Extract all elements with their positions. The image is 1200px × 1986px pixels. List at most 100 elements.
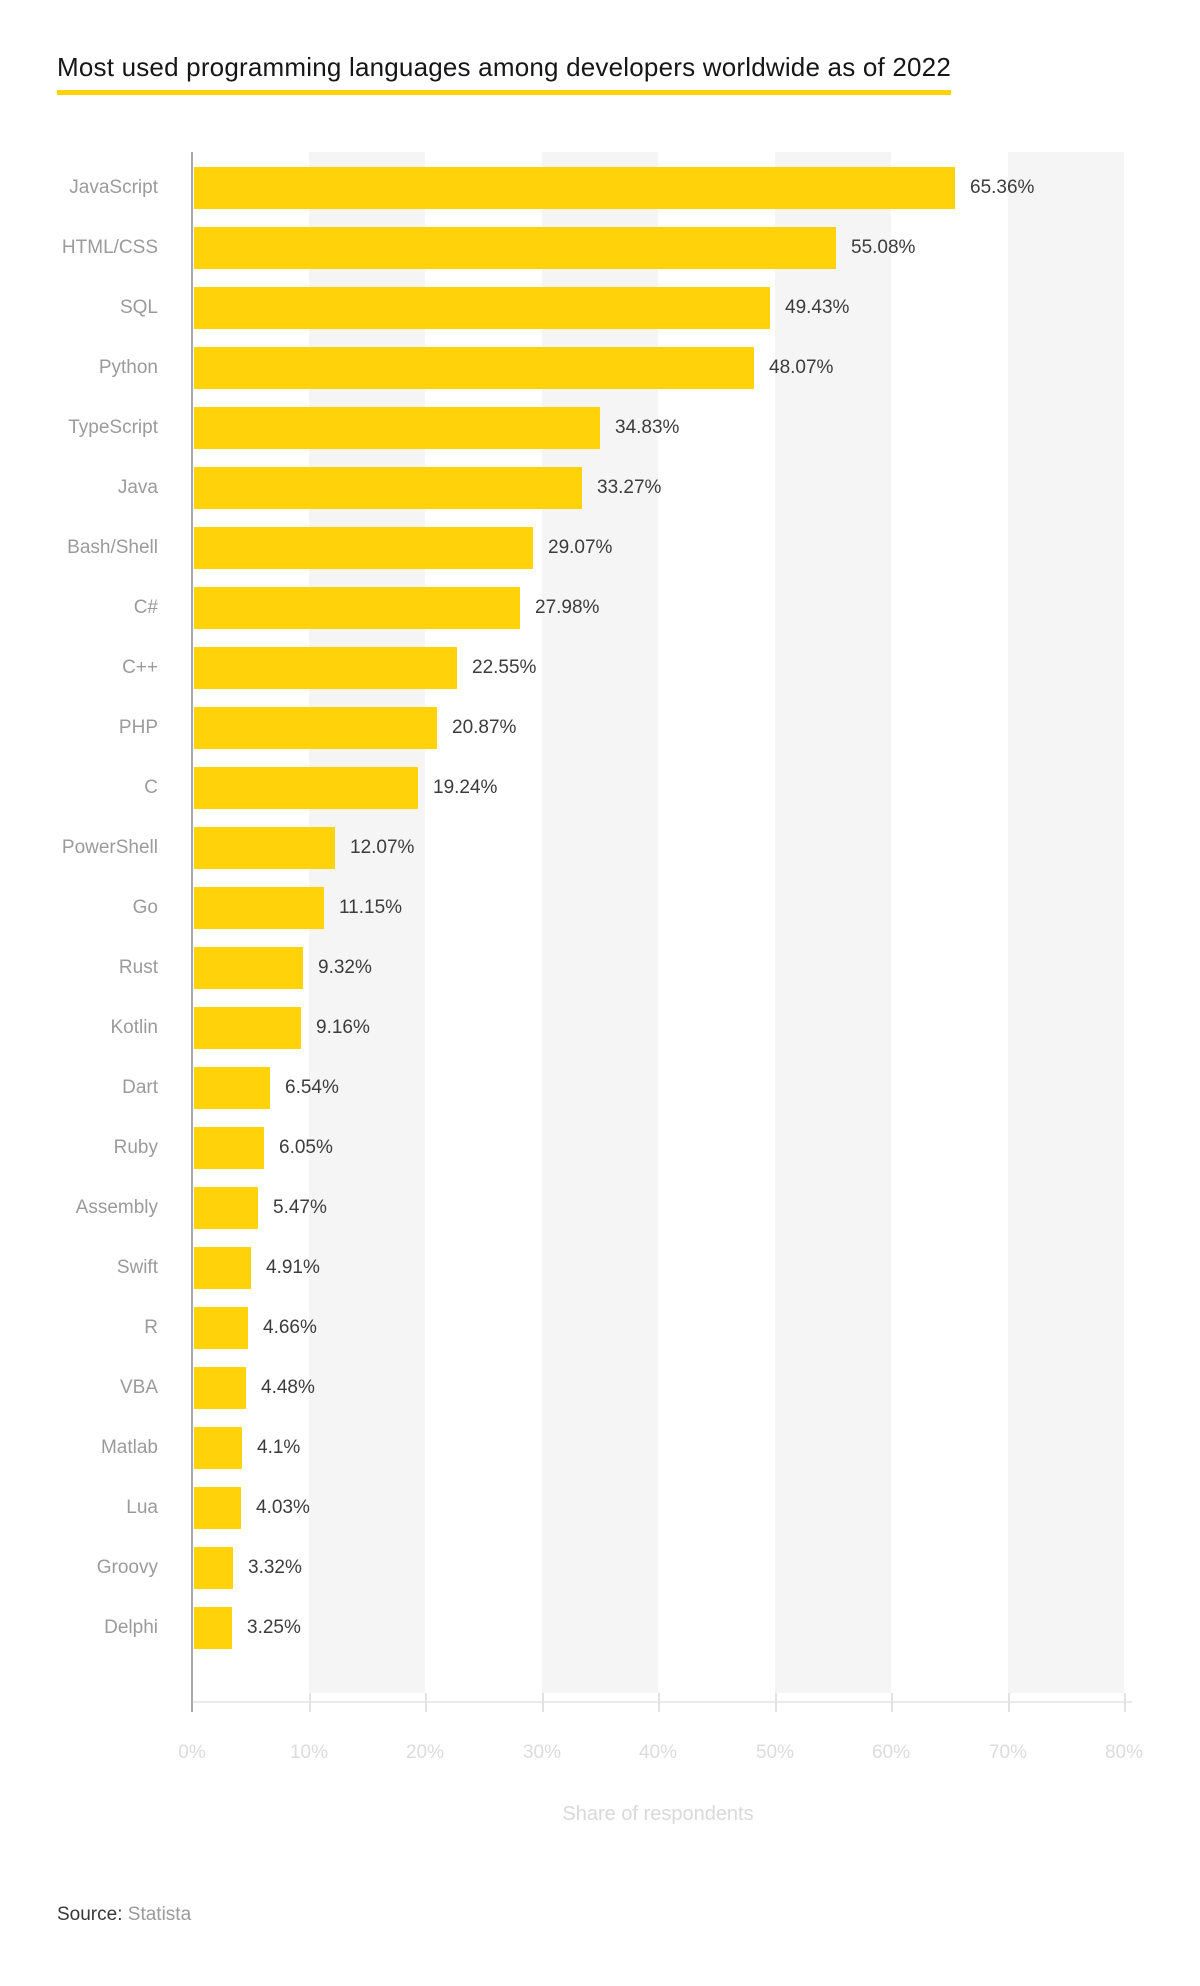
- x-axis-tick-label: 50%: [755, 1742, 795, 1763]
- bar: [194, 1187, 258, 1229]
- category-label: Python: [98, 357, 158, 378]
- value-label: 33.27%: [597, 477, 662, 498]
- bar: [194, 1307, 248, 1349]
- x-axis-tick: [309, 1693, 311, 1712]
- x-axis-tick-label: 60%: [871, 1742, 911, 1763]
- bar: [194, 1547, 233, 1589]
- category-label: Bash/Shell: [67, 537, 158, 558]
- value-label: 48.07%: [769, 357, 834, 378]
- bar: [194, 227, 836, 269]
- source-prefix-label: Source:: [57, 1904, 123, 1925]
- bar: [194, 407, 600, 449]
- bar: [194, 587, 520, 629]
- value-label: 55.08%: [851, 237, 916, 258]
- category-label: C#: [133, 597, 158, 618]
- category-label: C++: [122, 657, 158, 678]
- bar: [194, 467, 582, 509]
- value-label: 4.1%: [257, 1437, 301, 1458]
- value-label: 29.07%: [548, 537, 613, 558]
- category-label: Java: [117, 477, 158, 498]
- bar: [194, 527, 533, 569]
- x-axis-tick-label: 70%: [988, 1742, 1028, 1763]
- x-axis-tick-label: 0%: [178, 1742, 206, 1763]
- x-axis-tick-label: 30%: [522, 1742, 562, 1763]
- value-label: 4.91%: [266, 1257, 320, 1278]
- x-axis-tick: [775, 1693, 777, 1712]
- x-axis-tick-label: 80%: [1104, 1742, 1144, 1763]
- category-label: R: [144, 1317, 158, 1338]
- value-label: 4.48%: [261, 1377, 315, 1398]
- y-axis-line: [191, 152, 193, 1712]
- bar: [194, 1607, 232, 1649]
- bar: [194, 1427, 242, 1469]
- value-label: 49.43%: [785, 297, 850, 318]
- category-label: Ruby: [113, 1137, 158, 1158]
- bar: [194, 827, 335, 869]
- category-label: Matlab: [100, 1437, 158, 1458]
- x-axis-tick: [1124, 1693, 1126, 1712]
- value-label: 27.98%: [535, 597, 600, 618]
- bar: [194, 707, 437, 749]
- bar: [194, 1007, 301, 1049]
- grid-band: [774, 152, 891, 1693]
- bar: [194, 887, 324, 929]
- grid-band: [308, 152, 425, 1693]
- value-label: 19.24%: [433, 777, 498, 798]
- category-label: PowerShell: [61, 837, 158, 858]
- value-label: 11.15%: [339, 897, 403, 918]
- value-label: 34.83%: [615, 417, 680, 438]
- bar: [194, 647, 457, 689]
- bar: [194, 947, 303, 989]
- value-label: 5.47%: [273, 1197, 327, 1218]
- category-label: Go: [132, 897, 158, 918]
- category-label: HTML/CSS: [61, 237, 158, 258]
- grid-band: [541, 152, 658, 1693]
- value-label: 9.32%: [318, 957, 372, 978]
- x-axis-tick-label: 20%: [405, 1742, 445, 1763]
- category-label: Groovy: [96, 1557, 158, 1578]
- category-label: Kotlin: [110, 1017, 158, 1038]
- value-label: 20.87%: [452, 717, 517, 738]
- value-label: 4.66%: [263, 1317, 317, 1338]
- bar: [194, 1367, 246, 1409]
- bar: [194, 347, 754, 389]
- x-axis-tick: [425, 1693, 427, 1712]
- bar: [194, 287, 770, 329]
- bar: [194, 1247, 251, 1289]
- value-label: 4.03%: [256, 1497, 310, 1518]
- x-axis-title: Share of respondents: [562, 1803, 754, 1825]
- bar: [194, 167, 955, 209]
- x-axis-tick: [891, 1693, 893, 1712]
- value-label: 3.32%: [248, 1557, 302, 1578]
- value-label: 6.05%: [279, 1137, 333, 1158]
- bar: [194, 1487, 241, 1529]
- x-axis-tick: [1008, 1693, 1010, 1712]
- x-axis-tick-label: 40%: [638, 1742, 678, 1763]
- bar: [194, 1067, 270, 1109]
- bar: [194, 1127, 264, 1169]
- category-label: C: [144, 777, 158, 798]
- category-label: PHP: [118, 717, 158, 738]
- category-label: Lua: [126, 1497, 158, 1518]
- page-title: Most used programming languages among de…: [57, 50, 951, 95]
- source-note: Source: Statista: [57, 1902, 191, 1928]
- x-axis-line: [192, 1701, 1132, 1703]
- category-label: VBA: [119, 1377, 158, 1398]
- category-label: TypeScript: [68, 417, 158, 438]
- category-label: SQL: [119, 297, 158, 318]
- grid-band: [1007, 152, 1124, 1693]
- category-label: Swift: [116, 1257, 158, 1278]
- category-label: Delphi: [104, 1617, 158, 1638]
- value-label: 3.25%: [247, 1617, 301, 1638]
- value-label: 9.16%: [316, 1017, 370, 1038]
- category-label: Assembly: [75, 1197, 158, 1218]
- value-label: 12.07%: [350, 837, 415, 858]
- category-label: JavaScript: [69, 177, 158, 198]
- x-axis-tick: [542, 1693, 544, 1712]
- category-label: Rust: [118, 957, 158, 978]
- value-label: 6.54%: [285, 1077, 339, 1098]
